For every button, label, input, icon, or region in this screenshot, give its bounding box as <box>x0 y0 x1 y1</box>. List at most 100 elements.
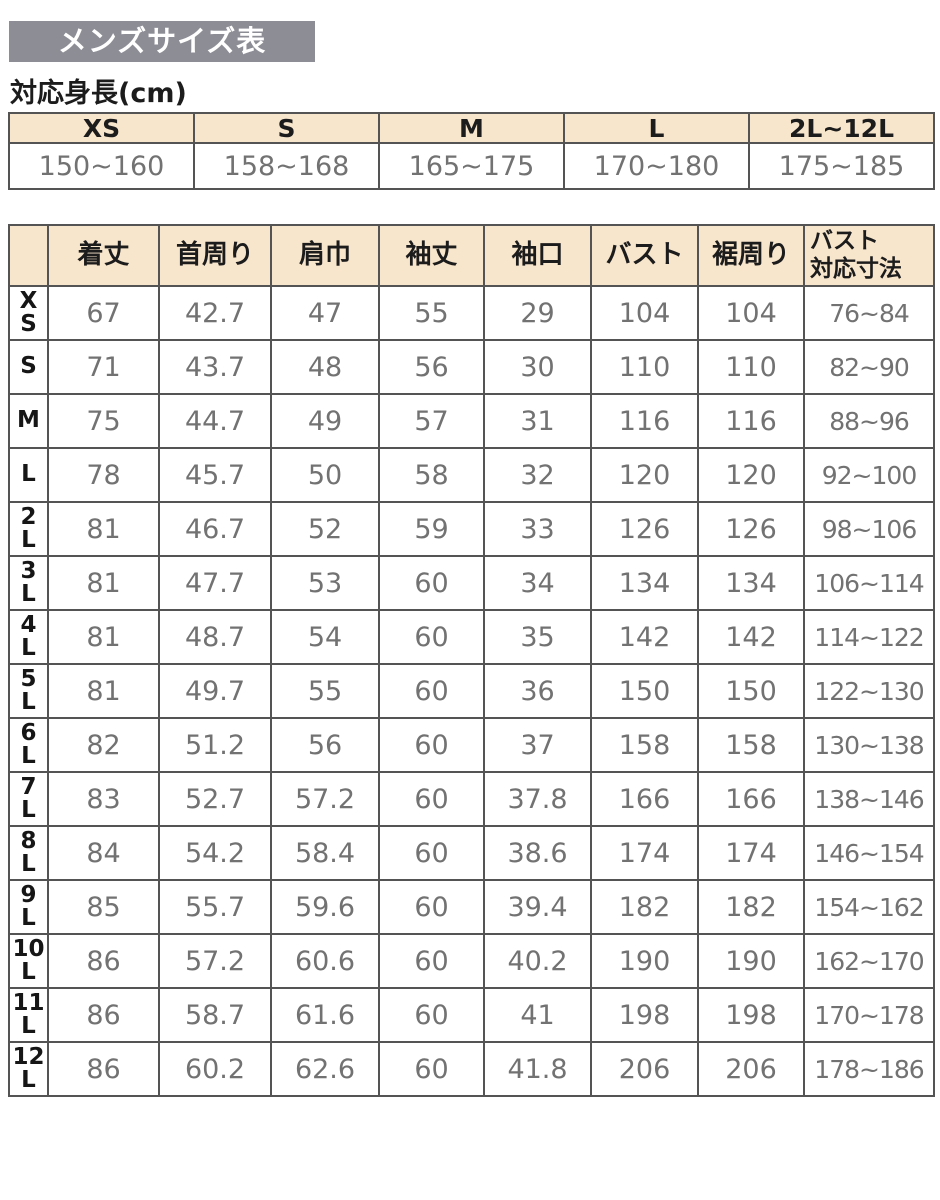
size-cell: 190 <box>590 933 699 989</box>
size-cell: 75 <box>47 393 160 449</box>
size-row-label: 3 L <box>8 555 49 611</box>
size-cell: 60 <box>378 825 485 881</box>
size-cell: 120 <box>590 447 699 503</box>
page-title: メンズサイズ表 <box>9 21 315 62</box>
size-cell: 44.7 <box>158 393 272 449</box>
size-cell: 182 <box>590 879 699 935</box>
size-cell: 67 <box>47 285 160 341</box>
size-cell: 114~122 <box>803 609 935 665</box>
table-row: 7 L 83 52.7 57.2 60 37.8 166 166 138~146 <box>8 771 935 827</box>
size-cell: 126 <box>590 501 699 557</box>
size-col-header: 袖口 <box>483 224 592 287</box>
size-cell: 104 <box>590 285 699 341</box>
size-cell: 60 <box>378 717 485 773</box>
size-cell: 56 <box>378 339 485 395</box>
size-table-header-row: 着丈 首周り 肩巾 袖丈 袖口 バスト 裾周り バスト 対応寸法 <box>8 224 935 287</box>
size-cell: 81 <box>47 501 160 557</box>
size-cell: 81 <box>47 663 160 719</box>
size-cell: 82 <box>47 717 160 773</box>
size-cell: 60 <box>378 933 485 989</box>
size-cell: 55 <box>378 285 485 341</box>
size-cell: 86 <box>47 933 160 989</box>
height-table-value-row: 150~160 158~168 165~175 170~180 175~185 <box>8 142 935 190</box>
size-row-label: 7 L <box>8 771 49 827</box>
size-cell: 162~170 <box>803 933 935 989</box>
size-cell: 58.7 <box>158 987 272 1043</box>
size-row-label: 10 L <box>8 933 49 989</box>
size-cell: 198 <box>697 987 805 1043</box>
size-cell: 58 <box>378 447 485 503</box>
size-cell: 49 <box>270 393 380 449</box>
size-cell: 33 <box>483 501 592 557</box>
size-row-label: 12 L <box>8 1041 49 1097</box>
table-row: 3 L 81 47.7 53 60 34 134 134 106~114 <box>8 555 935 611</box>
size-cell: 52 <box>270 501 380 557</box>
size-cell: 106~114 <box>803 555 935 611</box>
size-cell: 150 <box>697 663 805 719</box>
size-cell: 57.2 <box>270 771 380 827</box>
size-col-header: 袖丈 <box>378 224 485 287</box>
size-row-label: 5 L <box>8 663 49 719</box>
height-value-cell: 175~185 <box>748 142 935 190</box>
size-cell: 110 <box>590 339 699 395</box>
size-cell: 32 <box>483 447 592 503</box>
size-cell: 48 <box>270 339 380 395</box>
size-cell: 51.2 <box>158 717 272 773</box>
size-cell: 158 <box>697 717 805 773</box>
size-cell: 37 <box>483 717 592 773</box>
size-cell: 47.7 <box>158 555 272 611</box>
size-cell: 104 <box>697 285 805 341</box>
size-cell: 46.7 <box>158 501 272 557</box>
size-cell: 40.2 <box>483 933 592 989</box>
size-cell: 88~96 <box>803 393 935 449</box>
height-col-header: 2L~12L <box>748 112 935 144</box>
size-cell: 43.7 <box>158 339 272 395</box>
size-cell: 60.6 <box>270 933 380 989</box>
size-cell: 61.6 <box>270 987 380 1043</box>
size-cell: 56 <box>270 717 380 773</box>
size-row-label: X S <box>8 285 49 341</box>
size-cell: 83 <box>47 771 160 827</box>
size-cell: 134 <box>697 555 805 611</box>
size-cell: 39.4 <box>483 879 592 935</box>
table-row: 6 L 82 51.2 56 60 37 158 158 130~138 <box>8 717 935 773</box>
size-cell: 174 <box>697 825 805 881</box>
size-cell: 76~84 <box>803 285 935 341</box>
size-cell: 58.4 <box>270 825 380 881</box>
size-cell: 126 <box>697 501 805 557</box>
size-table-body: X S 67 42.7 47 55 29 104 104 76~84 S 71 43.7 48 56 30 1… <box>8 285 935 1097</box>
size-cell: 142 <box>697 609 805 665</box>
size-cell: 47 <box>270 285 380 341</box>
size-cell: 54.2 <box>158 825 272 881</box>
size-cell: 60 <box>378 663 485 719</box>
size-cell: 55 <box>270 663 380 719</box>
size-cell: 60 <box>378 609 485 665</box>
size-cell: 146~154 <box>803 825 935 881</box>
size-cell: 84 <box>47 825 160 881</box>
size-cell: 49.7 <box>158 663 272 719</box>
height-col-header: M <box>378 112 565 144</box>
table-row: S 71 43.7 48 56 30 110 110 82~90 <box>8 339 935 395</box>
size-col-header: 裾周り <box>697 224 805 287</box>
height-value-cell: 165~175 <box>378 142 565 190</box>
size-cell: 142 <box>590 609 699 665</box>
size-cell: 50 <box>270 447 380 503</box>
height-col-header: XS <box>8 112 195 144</box>
table-row: 10 L 86 57.2 60.6 60 40.2 190 190 162~170 <box>8 933 935 989</box>
size-cell: 53 <box>270 555 380 611</box>
size-cell: 62.6 <box>270 1041 380 1097</box>
table-row: X S 67 42.7 47 55 29 104 104 76~84 <box>8 285 935 341</box>
table-row: 2 L 81 46.7 52 59 33 126 126 98~106 <box>8 501 935 557</box>
table-row: M 75 44.7 49 57 31 116 116 88~96 <box>8 393 935 449</box>
size-col-header: 肩巾 <box>270 224 380 287</box>
size-cell: 30 <box>483 339 592 395</box>
size-cell: 57 <box>378 393 485 449</box>
size-col-header: バスト <box>590 224 699 287</box>
size-cell: 57.2 <box>158 933 272 989</box>
size-cell: 116 <box>697 393 805 449</box>
size-cell: 60 <box>378 555 485 611</box>
size-cell: 52.7 <box>158 771 272 827</box>
size-cell: 60 <box>378 879 485 935</box>
size-cell: 59 <box>378 501 485 557</box>
size-cell: 174 <box>590 825 699 881</box>
